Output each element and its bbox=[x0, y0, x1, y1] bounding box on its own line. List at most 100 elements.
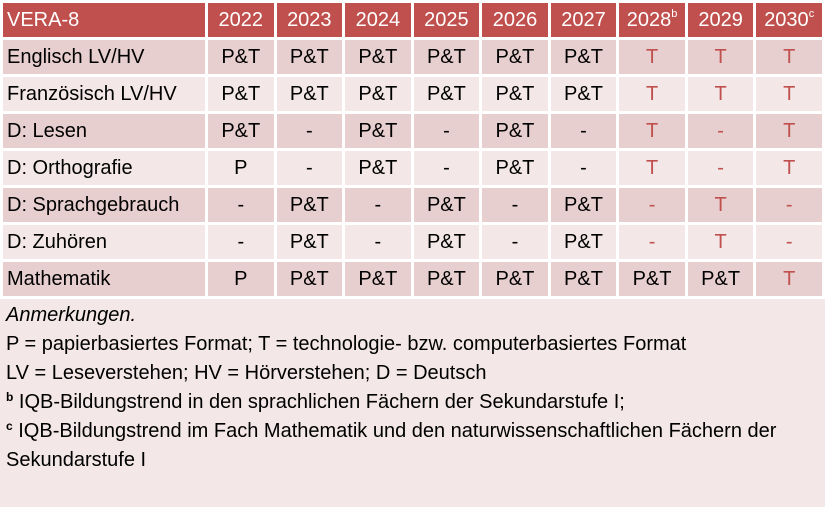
year-header: 2023 bbox=[273, 0, 346, 40]
row-label: D: Lesen bbox=[0, 111, 208, 151]
note-line: b IQB-Bildungstrend in den sprachlichen … bbox=[6, 388, 819, 417]
cell: P&T bbox=[273, 74, 346, 114]
note-mark: c bbox=[6, 419, 13, 433]
year-label: 2030 bbox=[764, 8, 809, 31]
year-label: 2023 bbox=[287, 8, 332, 31]
cell: T bbox=[753, 148, 825, 188]
year-label: 2025 bbox=[424, 8, 469, 31]
cell: - bbox=[753, 222, 825, 262]
table-row: D: Sprachgebrauch - P&T - P&T - P&T - T - bbox=[0, 185, 825, 225]
cell: P&T bbox=[273, 222, 346, 262]
note-line: c IQB-Bildungstrend im Fach Mathematik u… bbox=[6, 417, 819, 475]
note-line: P = papierbasiertes Format; T = technolo… bbox=[6, 330, 819, 359]
cell: T bbox=[684, 37, 757, 77]
cell: P&T bbox=[273, 259, 346, 299]
cell: - bbox=[479, 185, 551, 225]
cell: P&T bbox=[410, 222, 483, 262]
row-label: D: Sprachgebrauch bbox=[0, 185, 208, 225]
cell: P&T bbox=[616, 259, 688, 299]
cell: P&T bbox=[342, 37, 414, 77]
cell: - bbox=[616, 185, 688, 225]
cell: - bbox=[479, 222, 551, 262]
cell: P&T bbox=[342, 111, 414, 151]
cell: P&T bbox=[205, 74, 277, 114]
row-label: D: Zuhören bbox=[0, 222, 208, 262]
cell: P&T bbox=[410, 259, 483, 299]
note-text: P = papierbasiertes Format; T = technolo… bbox=[6, 333, 687, 355]
cell: T bbox=[753, 37, 825, 77]
cell: P&T bbox=[342, 148, 414, 188]
note-line: LV = Leseverstehen; HV = Hörverstehen; D… bbox=[6, 359, 819, 388]
cell: P&T bbox=[205, 111, 277, 151]
table-row: D: Zuhören - P&T - P&T - P&T - T - bbox=[0, 222, 825, 262]
cell: P&T bbox=[479, 37, 551, 77]
notes: Anmerkungen. P = papierbasiertes Format;… bbox=[0, 299, 825, 475]
notes-heading: Anmerkungen. bbox=[6, 304, 137, 326]
cell: T bbox=[684, 74, 757, 114]
cell: T bbox=[616, 111, 688, 151]
table-row: Englisch LV/HV P&T P&T P&T P&T P&T P&T T T T bbox=[0, 37, 825, 77]
cell: - bbox=[753, 185, 825, 225]
year-note: b bbox=[671, 7, 678, 20]
year-header: 2027 bbox=[547, 0, 620, 40]
note-text: IQB-Bildungstrend in den sprachlichen Fä… bbox=[18, 391, 625, 413]
year-label: 2027 bbox=[561, 8, 606, 31]
cell: - bbox=[547, 111, 620, 151]
cell: - bbox=[410, 148, 483, 188]
cell: T bbox=[616, 37, 688, 77]
cell: P&T bbox=[547, 185, 620, 225]
cell: T bbox=[753, 74, 825, 114]
cell: T bbox=[753, 111, 825, 151]
cell: P&T bbox=[479, 259, 551, 299]
cell: - bbox=[684, 111, 757, 151]
cell: - bbox=[273, 148, 346, 188]
cell: - bbox=[205, 222, 277, 262]
cell: P&T bbox=[479, 148, 551, 188]
row-label: D: Orthografie bbox=[0, 148, 208, 188]
cell: T bbox=[616, 148, 688, 188]
cell: P&T bbox=[547, 74, 620, 114]
cell: P&T bbox=[205, 37, 277, 77]
cell: P&T bbox=[410, 185, 483, 225]
cell: P&T bbox=[479, 111, 551, 151]
cell: P bbox=[205, 148, 277, 188]
note-text: LV = Leseverstehen; HV = Hörverstehen; D… bbox=[6, 362, 487, 384]
year-header: 2029 bbox=[684, 0, 757, 40]
cell: P&T bbox=[547, 259, 620, 299]
cell: P bbox=[205, 259, 277, 299]
cell: - bbox=[342, 222, 414, 262]
year-label: 2029 bbox=[698, 8, 743, 31]
year-header: 2025 bbox=[410, 0, 483, 40]
year-header: 2030c bbox=[753, 0, 825, 40]
cell: - bbox=[410, 111, 483, 151]
table-row: D: Lesen P&T - P&T - P&T - T - T bbox=[0, 111, 825, 151]
cell: T bbox=[753, 259, 825, 299]
note-text: IQB-Bildungstrend im Fach Mathematik und… bbox=[6, 420, 777, 471]
cell: P&T bbox=[479, 74, 551, 114]
table-row: Mathematik P P&T P&T P&T P&T P&T P&T P&T T bbox=[0, 259, 825, 299]
schedule-table: VERA-8 2022 2023 2024 2025 2026 2027 2028b 2029… bbox=[0, 0, 825, 299]
table-row: D: Orthografie P - P&T - P&T - T - T bbox=[0, 148, 825, 188]
cell: - bbox=[547, 148, 620, 188]
cell: - bbox=[342, 185, 414, 225]
cell: P&T bbox=[547, 37, 620, 77]
header-title: VERA-8 bbox=[0, 0, 208, 40]
year-header: 2028b bbox=[616, 0, 688, 40]
cell: - bbox=[273, 111, 346, 151]
cell: P&T bbox=[410, 74, 483, 114]
header-row: VERA-8 2022 2023 2024 2025 2026 2027 2028b 2029… bbox=[0, 0, 825, 40]
cell: P&T bbox=[342, 259, 414, 299]
year-label: 2022 bbox=[218, 8, 264, 31]
row-label: Englisch LV/HV bbox=[0, 37, 208, 77]
row-label: Mathematik bbox=[0, 259, 208, 299]
year-header: 2026 bbox=[479, 0, 551, 40]
cell: P&T bbox=[547, 222, 620, 262]
cell: - bbox=[205, 185, 277, 225]
year-header: 2024 bbox=[342, 0, 414, 40]
cell: P&T bbox=[410, 37, 483, 77]
note-mark: b bbox=[6, 390, 14, 404]
cell: T bbox=[684, 185, 757, 225]
year-label: 2024 bbox=[355, 8, 401, 31]
year-label: 2028 bbox=[626, 8, 672, 31]
